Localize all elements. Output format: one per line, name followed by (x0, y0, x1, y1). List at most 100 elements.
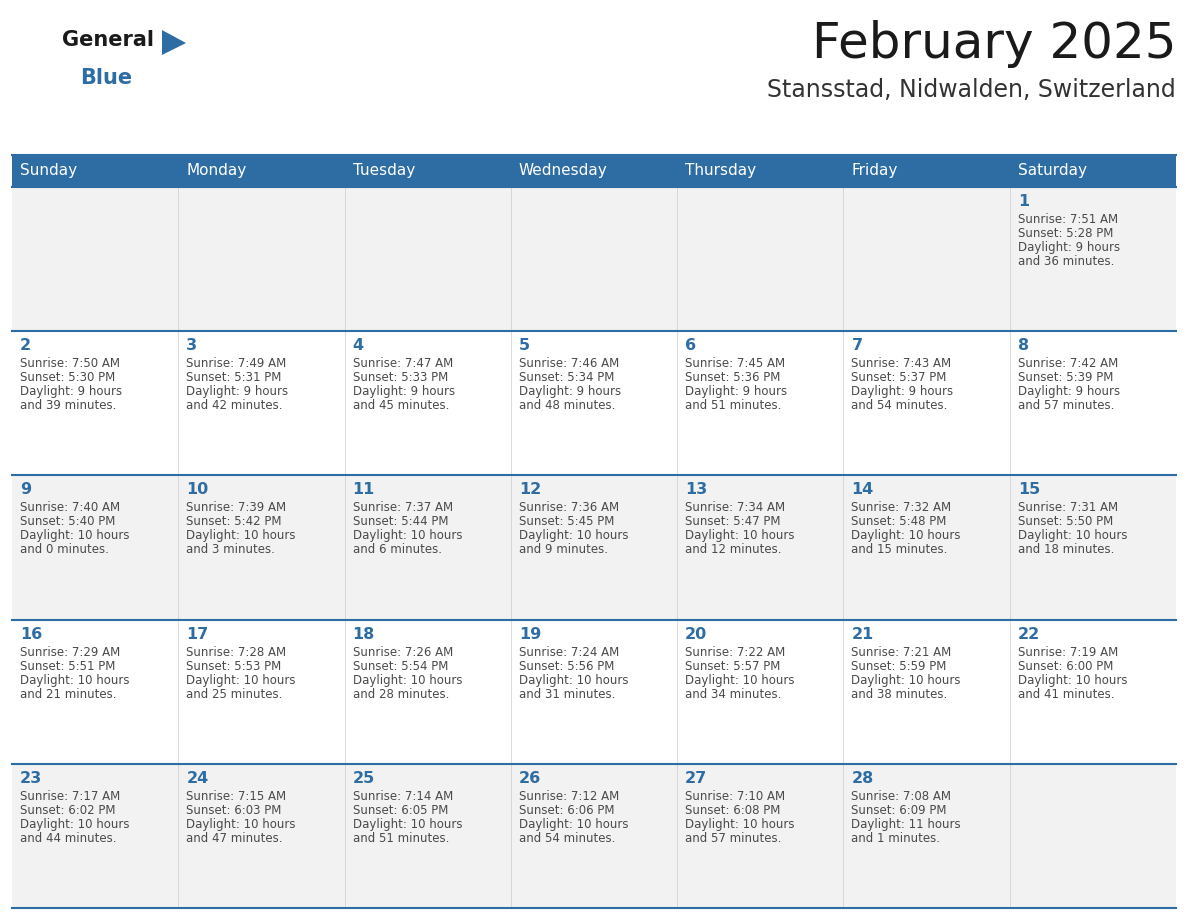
Text: Daylight: 10 hours: Daylight: 10 hours (20, 530, 129, 543)
Text: Sunset: 6:08 PM: Sunset: 6:08 PM (685, 804, 781, 817)
Text: and 51 minutes.: and 51 minutes. (353, 832, 449, 845)
Text: Friday: Friday (852, 163, 898, 178)
Text: Sunset: 5:54 PM: Sunset: 5:54 PM (353, 660, 448, 673)
Text: Daylight: 10 hours: Daylight: 10 hours (685, 530, 795, 543)
Text: 28: 28 (852, 771, 873, 786)
Text: 17: 17 (187, 627, 209, 642)
Text: Daylight: 11 hours: Daylight: 11 hours (852, 818, 961, 831)
Text: Sunrise: 7:45 AM: Sunrise: 7:45 AM (685, 357, 785, 370)
Bar (12, 620, 178, 764)
Text: 12: 12 (519, 482, 541, 498)
Text: 18: 18 (353, 627, 375, 642)
Text: Daylight: 10 hours: Daylight: 10 hours (519, 674, 628, 687)
Text: 6: 6 (685, 338, 696, 353)
Text: Sunset: 5:47 PM: Sunset: 5:47 PM (685, 515, 781, 529)
Text: Sunrise: 7:49 AM: Sunrise: 7:49 AM (187, 357, 286, 370)
Text: 14: 14 (852, 482, 873, 498)
Text: Sunrise: 7:36 AM: Sunrise: 7:36 AM (519, 501, 619, 514)
Text: Sunrise: 7:42 AM: Sunrise: 7:42 AM (1018, 357, 1118, 370)
Bar (677, 764, 843, 908)
Bar (1010, 764, 1176, 908)
Bar (677, 331, 843, 476)
Text: and 51 minutes.: and 51 minutes. (685, 399, 782, 412)
Text: 27: 27 (685, 771, 707, 786)
Text: Saturday: Saturday (1018, 163, 1087, 178)
Text: and 54 minutes.: and 54 minutes. (519, 832, 615, 845)
Text: and 47 minutes.: and 47 minutes. (187, 832, 283, 845)
Text: and 6 minutes.: and 6 minutes. (353, 543, 442, 556)
Text: Daylight: 10 hours: Daylight: 10 hours (685, 818, 795, 831)
Text: and 38 minutes.: and 38 minutes. (852, 688, 948, 700)
Text: Sunrise: 7:22 AM: Sunrise: 7:22 AM (685, 645, 785, 658)
Text: Sunrise: 7:46 AM: Sunrise: 7:46 AM (519, 357, 619, 370)
Bar (1010, 476, 1176, 620)
Text: and 41 minutes.: and 41 minutes. (1018, 688, 1114, 700)
Text: Sunrise: 7:15 AM: Sunrise: 7:15 AM (187, 789, 286, 803)
Text: Daylight: 10 hours: Daylight: 10 hours (519, 530, 628, 543)
Text: Sunrise: 7:31 AM: Sunrise: 7:31 AM (1018, 501, 1118, 514)
Bar (511, 620, 677, 764)
Text: Daylight: 9 hours: Daylight: 9 hours (187, 386, 289, 398)
Text: 9: 9 (20, 482, 31, 498)
Text: Sunrise: 7:17 AM: Sunrise: 7:17 AM (20, 789, 120, 803)
Text: Daylight: 9 hours: Daylight: 9 hours (1018, 241, 1120, 254)
Text: Daylight: 9 hours: Daylight: 9 hours (353, 386, 455, 398)
Bar (12, 155, 178, 187)
Text: Stansstad, Nidwalden, Switzerland: Stansstad, Nidwalden, Switzerland (767, 78, 1176, 102)
Text: Sunset: 5:51 PM: Sunset: 5:51 PM (20, 660, 115, 673)
Bar (843, 476, 1010, 620)
Bar (677, 187, 843, 331)
Text: Sunset: 6:03 PM: Sunset: 6:03 PM (187, 804, 282, 817)
Text: Daylight: 10 hours: Daylight: 10 hours (20, 674, 129, 687)
Text: Daylight: 10 hours: Daylight: 10 hours (685, 674, 795, 687)
Bar (178, 155, 345, 187)
Text: and 18 minutes.: and 18 minutes. (1018, 543, 1114, 556)
Text: and 21 minutes.: and 21 minutes. (20, 688, 116, 700)
Text: 3: 3 (187, 338, 197, 353)
Text: February 2025: February 2025 (811, 20, 1176, 68)
Text: Sunset: 5:30 PM: Sunset: 5:30 PM (20, 371, 115, 385)
Text: 16: 16 (20, 627, 43, 642)
Text: and 15 minutes.: and 15 minutes. (852, 543, 948, 556)
Text: and 12 minutes.: and 12 minutes. (685, 543, 782, 556)
Text: Daylight: 10 hours: Daylight: 10 hours (353, 530, 462, 543)
Text: and 42 minutes.: and 42 minutes. (187, 399, 283, 412)
Text: and 36 minutes.: and 36 minutes. (1018, 255, 1114, 268)
Text: Sunset: 5:28 PM: Sunset: 5:28 PM (1018, 227, 1113, 240)
Text: Sunset: 5:31 PM: Sunset: 5:31 PM (187, 371, 282, 385)
Text: Sunrise: 7:10 AM: Sunrise: 7:10 AM (685, 789, 785, 803)
Bar (12, 331, 178, 476)
Text: 1: 1 (1018, 194, 1029, 209)
Bar (677, 476, 843, 620)
Text: Daylight: 10 hours: Daylight: 10 hours (353, 818, 462, 831)
Text: Sunrise: 7:19 AM: Sunrise: 7:19 AM (1018, 645, 1118, 658)
Text: 15: 15 (1018, 482, 1040, 498)
Text: Sunset: 5:42 PM: Sunset: 5:42 PM (187, 515, 282, 529)
Text: Sunset: 6:09 PM: Sunset: 6:09 PM (852, 804, 947, 817)
Text: Daylight: 9 hours: Daylight: 9 hours (20, 386, 122, 398)
Bar (843, 155, 1010, 187)
Text: 5: 5 (519, 338, 530, 353)
Bar (345, 331, 511, 476)
Text: Sunset: 5:53 PM: Sunset: 5:53 PM (187, 660, 282, 673)
Text: Sunrise: 7:26 AM: Sunrise: 7:26 AM (353, 645, 453, 658)
Bar (345, 764, 511, 908)
Text: Daylight: 10 hours: Daylight: 10 hours (187, 674, 296, 687)
Text: 7: 7 (852, 338, 862, 353)
Bar (843, 331, 1010, 476)
Text: Sunset: 5:56 PM: Sunset: 5:56 PM (519, 660, 614, 673)
Text: Sunset: 5:50 PM: Sunset: 5:50 PM (1018, 515, 1113, 529)
Text: and 48 minutes.: and 48 minutes. (519, 399, 615, 412)
Bar (345, 187, 511, 331)
Bar (511, 764, 677, 908)
Text: Sunset: 5:57 PM: Sunset: 5:57 PM (685, 660, 781, 673)
Text: Sunset: 6:02 PM: Sunset: 6:02 PM (20, 804, 115, 817)
Bar (677, 620, 843, 764)
Text: 2: 2 (20, 338, 31, 353)
Text: Daylight: 10 hours: Daylight: 10 hours (852, 674, 961, 687)
Bar (1010, 155, 1176, 187)
Bar (178, 476, 345, 620)
Bar (178, 187, 345, 331)
Text: and 45 minutes.: and 45 minutes. (353, 399, 449, 412)
Text: 26: 26 (519, 771, 541, 786)
